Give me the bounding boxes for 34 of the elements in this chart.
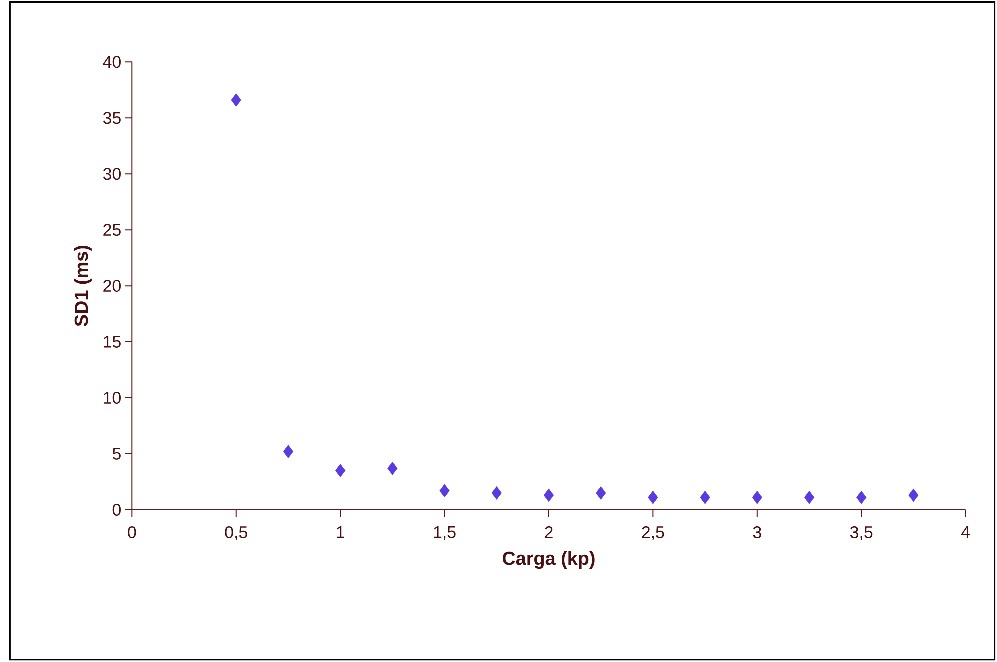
x-tick-label: 1,5 [434, 526, 456, 540]
y-tick-label: 30 [103, 168, 121, 180]
point [544, 488, 554, 502]
y-tick-label: 10 [104, 392, 121, 404]
point [440, 484, 450, 498]
point [231, 93, 242, 107]
point [335, 464, 346, 478]
x-tick-label: 2,5 [642, 526, 664, 540]
y-tick-label: 35 [103, 112, 121, 124]
y-tick-label: 0 [112, 504, 121, 516]
point [648, 490, 658, 504]
y-tick-label: 15 [104, 336, 121, 348]
point [804, 490, 815, 504]
y-tick-label: 20 [104, 280, 121, 292]
x-tick-label: 1 [337, 526, 344, 538]
point [596, 486, 606, 500]
x-tick-label: 0,5 [225, 526, 248, 540]
x-tick-label: 2 [545, 526, 553, 538]
y-tick-label: 5 [112, 448, 121, 460]
point [752, 490, 762, 504]
point [856, 490, 867, 504]
point [388, 462, 398, 476]
y-tick-label: 40 [103, 56, 121, 68]
point [283, 445, 294, 458]
x-axis-title: Carga (kp) [502, 551, 595, 569]
x-tick-label: 3,5 [850, 526, 873, 540]
point [908, 488, 919, 502]
point [700, 490, 710, 504]
point [492, 486, 502, 500]
y-tick-label: 25 [104, 224, 121, 236]
x-tick-label: 0 [128, 526, 136, 538]
x-tick-label: 3 [753, 526, 762, 538]
x-tick-label: 4 [961, 526, 970, 538]
y-axis-title: SD1 (ms) [74, 246, 92, 326]
